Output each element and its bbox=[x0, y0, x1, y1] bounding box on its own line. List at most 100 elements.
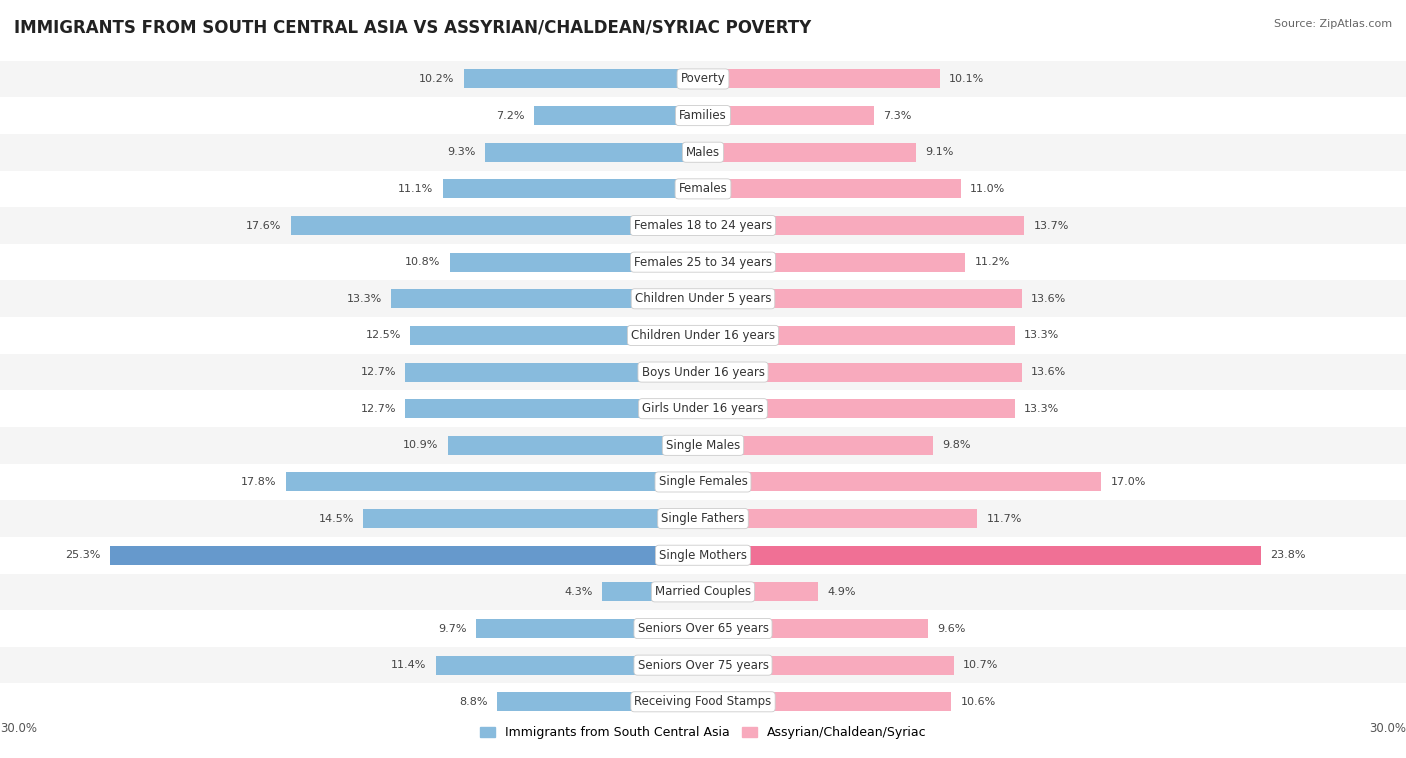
Text: 30.0%: 30.0% bbox=[1369, 722, 1406, 735]
Text: 7.2%: 7.2% bbox=[496, 111, 524, 121]
Text: 11.4%: 11.4% bbox=[391, 660, 426, 670]
Text: 13.7%: 13.7% bbox=[1033, 221, 1069, 230]
Bar bbox=[0, 134, 1406, 171]
Text: 7.3%: 7.3% bbox=[883, 111, 912, 121]
Text: Receiving Food Stamps: Receiving Food Stamps bbox=[634, 695, 772, 708]
Bar bbox=[703, 290, 1022, 309]
Bar bbox=[0, 207, 1406, 244]
Text: Children Under 5 years: Children Under 5 years bbox=[634, 293, 772, 305]
Bar bbox=[485, 143, 703, 161]
Bar bbox=[496, 692, 703, 711]
Bar bbox=[0, 647, 1406, 684]
Text: 13.6%: 13.6% bbox=[1031, 294, 1066, 304]
Text: Seniors Over 75 years: Seniors Over 75 years bbox=[637, 659, 769, 672]
Text: 13.3%: 13.3% bbox=[347, 294, 382, 304]
Text: 23.8%: 23.8% bbox=[1270, 550, 1306, 560]
Bar bbox=[0, 317, 1406, 354]
Text: 12.5%: 12.5% bbox=[366, 330, 401, 340]
Text: 14.5%: 14.5% bbox=[319, 514, 354, 524]
Text: 11.0%: 11.0% bbox=[970, 184, 1005, 194]
Bar bbox=[703, 546, 1261, 565]
Bar bbox=[703, 143, 917, 161]
Bar bbox=[363, 509, 703, 528]
Bar bbox=[0, 390, 1406, 427]
Bar bbox=[703, 106, 875, 125]
Bar bbox=[475, 619, 703, 638]
Bar bbox=[447, 436, 703, 455]
Text: 9.7%: 9.7% bbox=[437, 624, 467, 634]
Text: Females: Females bbox=[679, 183, 727, 196]
Bar bbox=[703, 180, 960, 199]
Bar bbox=[0, 244, 1406, 280]
Text: 4.3%: 4.3% bbox=[564, 587, 593, 597]
Text: 17.0%: 17.0% bbox=[1111, 477, 1146, 487]
Text: 12.7%: 12.7% bbox=[360, 404, 396, 414]
Text: 9.3%: 9.3% bbox=[447, 147, 475, 157]
Bar bbox=[0, 354, 1406, 390]
Text: 13.3%: 13.3% bbox=[1024, 330, 1059, 340]
Bar bbox=[703, 656, 953, 675]
Text: Single Mothers: Single Mothers bbox=[659, 549, 747, 562]
Text: Source: ZipAtlas.com: Source: ZipAtlas.com bbox=[1274, 19, 1392, 29]
Text: 10.8%: 10.8% bbox=[405, 257, 440, 267]
Bar bbox=[703, 362, 1022, 381]
Bar bbox=[703, 619, 928, 638]
Text: 17.6%: 17.6% bbox=[246, 221, 281, 230]
Text: 11.1%: 11.1% bbox=[398, 184, 433, 194]
Bar bbox=[110, 546, 703, 565]
Text: 4.9%: 4.9% bbox=[827, 587, 856, 597]
Bar bbox=[0, 574, 1406, 610]
Text: 8.8%: 8.8% bbox=[458, 697, 488, 706]
Text: 30.0%: 30.0% bbox=[0, 722, 37, 735]
Bar bbox=[703, 692, 952, 711]
Bar bbox=[436, 656, 703, 675]
Bar bbox=[703, 326, 1015, 345]
Text: 10.9%: 10.9% bbox=[404, 440, 439, 450]
Text: Males: Males bbox=[686, 146, 720, 158]
Bar bbox=[703, 509, 977, 528]
Text: 13.6%: 13.6% bbox=[1031, 367, 1066, 377]
Text: 9.8%: 9.8% bbox=[942, 440, 970, 450]
Bar bbox=[291, 216, 703, 235]
Text: Married Couples: Married Couples bbox=[655, 585, 751, 598]
Bar bbox=[0, 61, 1406, 97]
Bar bbox=[534, 106, 703, 125]
Bar bbox=[703, 252, 966, 271]
Bar bbox=[411, 326, 703, 345]
Text: Females 25 to 34 years: Females 25 to 34 years bbox=[634, 255, 772, 268]
Bar bbox=[703, 399, 1015, 418]
Text: Boys Under 16 years: Boys Under 16 years bbox=[641, 365, 765, 378]
Bar bbox=[285, 472, 703, 491]
Text: Children Under 16 years: Children Under 16 years bbox=[631, 329, 775, 342]
Bar bbox=[405, 399, 703, 418]
Bar bbox=[703, 436, 932, 455]
Text: Single Males: Single Males bbox=[666, 439, 740, 452]
Bar bbox=[0, 97, 1406, 134]
Text: 9.6%: 9.6% bbox=[938, 624, 966, 634]
Bar bbox=[391, 290, 703, 309]
Bar bbox=[0, 280, 1406, 317]
Bar bbox=[0, 500, 1406, 537]
Legend: Immigrants from South Central Asia, Assyrian/Chaldean/Syriac: Immigrants from South Central Asia, Assy… bbox=[475, 721, 931, 744]
Text: 10.2%: 10.2% bbox=[419, 74, 454, 84]
Bar bbox=[0, 684, 1406, 720]
Text: 10.7%: 10.7% bbox=[963, 660, 998, 670]
Bar bbox=[405, 362, 703, 381]
Text: 25.3%: 25.3% bbox=[66, 550, 101, 560]
Bar bbox=[0, 537, 1406, 574]
Text: 13.3%: 13.3% bbox=[1024, 404, 1059, 414]
Bar bbox=[703, 70, 939, 89]
Bar bbox=[602, 582, 703, 601]
Text: Single Females: Single Females bbox=[658, 475, 748, 488]
Bar bbox=[703, 216, 1024, 235]
Bar bbox=[703, 582, 818, 601]
Text: 9.1%: 9.1% bbox=[925, 147, 955, 157]
Text: Seniors Over 65 years: Seniors Over 65 years bbox=[637, 622, 769, 635]
Text: 10.6%: 10.6% bbox=[960, 697, 995, 706]
Text: Girls Under 16 years: Girls Under 16 years bbox=[643, 402, 763, 415]
Bar bbox=[450, 252, 703, 271]
Bar bbox=[0, 427, 1406, 464]
Text: 11.2%: 11.2% bbox=[974, 257, 1010, 267]
Bar bbox=[0, 464, 1406, 500]
Text: 17.8%: 17.8% bbox=[240, 477, 277, 487]
